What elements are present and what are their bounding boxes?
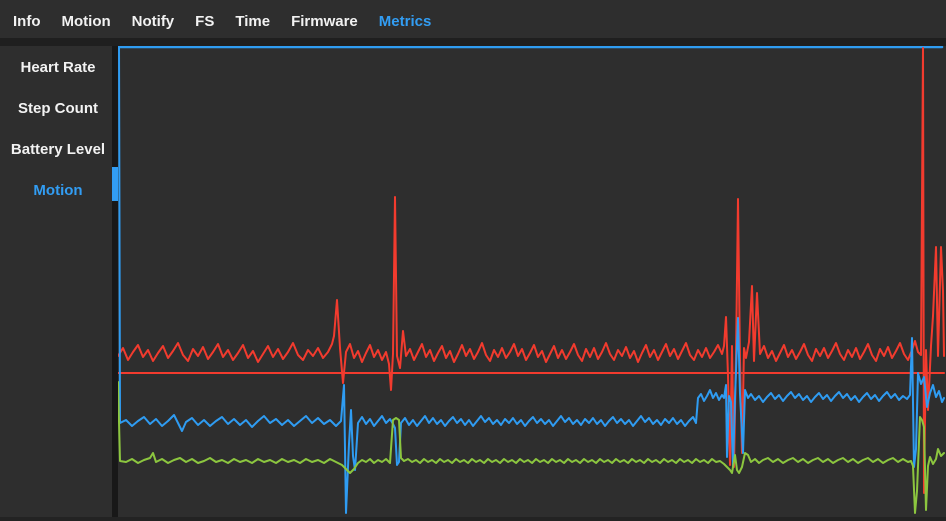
motion-chart[interactable]	[118, 46, 946, 517]
series-accel-z-green	[118, 381, 945, 514]
series-accel-x-red	[118, 47, 945, 494]
motion-chart-svg	[118, 46, 945, 514]
top-tab-bar: Info Motion Notify FS Time Firmware Metr…	[0, 0, 946, 45]
tab-motion[interactable]: Motion	[61, 12, 111, 30]
tab-fs[interactable]: FS	[195, 12, 215, 30]
series-accel-y-blue	[118, 46, 945, 514]
tab-time[interactable]: Time	[235, 12, 271, 30]
tab-bar-divider	[0, 38, 946, 46]
metrics-sidebar: Heart Rate Step Count Battery Level Moti…	[0, 46, 112, 517]
sidebar-item-motion[interactable]: Motion	[33, 182, 83, 199]
tab-notify[interactable]: Notify	[131, 12, 175, 30]
tab-info[interactable]: Info	[13, 12, 41, 30]
sidebar-scrollbar-thumb[interactable]	[112, 167, 118, 201]
tab-firmware[interactable]: Firmware	[291, 12, 358, 30]
tab-metrics[interactable]: Metrics	[370, 0, 440, 45]
sidebar-item-battery-level[interactable]: Battery Level	[10, 141, 106, 158]
sidebar-item-heart-rate[interactable]: Heart Rate	[20, 59, 96, 76]
sidebar-item-step-count[interactable]: Step Count	[18, 100, 98, 117]
sidebar-scrollbar-track[interactable]	[112, 46, 118, 517]
tab-metrics-label: Metrics	[378, 12, 432, 30]
